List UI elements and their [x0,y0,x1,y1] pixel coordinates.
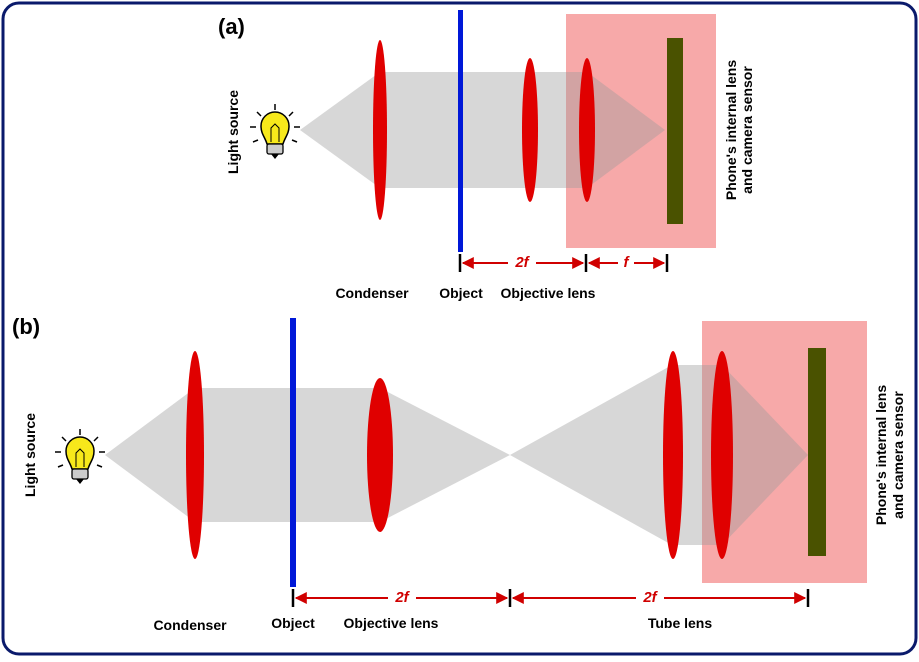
object-label: Object [271,615,315,631]
tube-lens-label: Tube lens [648,615,713,631]
object [290,318,296,587]
panel-label: (a) [218,14,245,39]
sensor-label: Phone's internal lens [873,385,889,525]
distance-label: 2f [642,589,658,606]
light-source-label: Light source [22,413,38,497]
sensor-label: Phone's internal lens [723,60,739,200]
sensor [667,38,683,224]
object-label: Object [439,285,483,301]
panel-label: (b) [12,314,40,339]
condenser-lens [373,40,387,220]
condenser-label: Condenser [153,617,227,633]
sensor [808,348,826,556]
objective-label: Objective lens [501,285,596,301]
sensor-label: and camera sensor [890,391,906,519]
diagram: (a) Light source Condenser Object Object… [0,0,919,657]
phone-lens [711,351,733,559]
objective-lens [522,58,538,202]
objective-lens [367,378,393,532]
tube-lens [663,351,683,559]
light-source-label: Light source [225,90,241,174]
distance-label: 2f [514,254,530,271]
objective-label: Objective lens [344,615,439,631]
condenser-lens [186,351,204,559]
sensor-label: and camera sensor [739,66,755,194]
object [458,10,463,252]
phone-lens [579,58,595,202]
distance-label: 2f [394,589,410,606]
condenser-label: Condenser [335,285,409,301]
